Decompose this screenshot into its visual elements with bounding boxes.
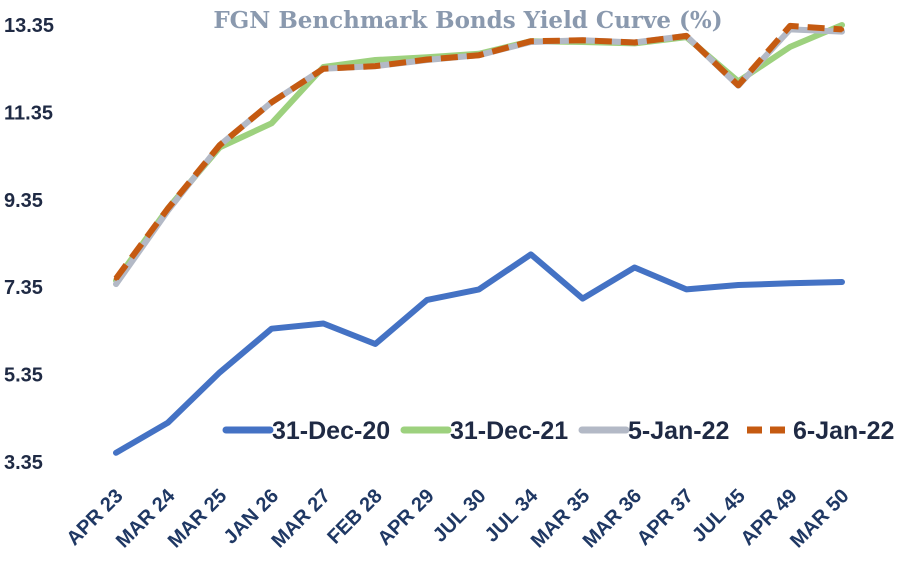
data-point	[165, 206, 171, 211]
data-point	[476, 53, 482, 58]
data-point	[580, 38, 585, 43]
series-31-Dec-20	[113, 251, 845, 456]
data-point	[839, 27, 845, 32]
legend-item: 31-Dec-21	[400, 417, 568, 445]
data-point	[632, 265, 637, 270]
y-tick-label: 7.35	[4, 277, 43, 299]
data-point	[373, 57, 378, 63]
legend-item: 31-Dec-20	[222, 417, 390, 445]
chart-title: FGN Benchmark Bonds Yield Curve (%)	[213, 7, 722, 34]
data-point	[528, 252, 534, 257]
data-point	[321, 66, 326, 71]
x-tick-label: APR 29	[374, 485, 439, 550]
y-tick-label: 11.35	[4, 102, 53, 124]
data-point	[787, 44, 793, 50]
legend-label: 31-Dec-20	[272, 417, 390, 445]
data-point	[217, 143, 222, 148]
data-point	[217, 370, 222, 375]
series-5-Jan-22	[113, 26, 845, 288]
data-point	[736, 83, 741, 88]
y-tick-label: 9.35	[4, 190, 43, 212]
series-line	[113, 22, 843, 281]
series-line	[113, 26, 845, 288]
data-point	[839, 22, 845, 28]
legend-label: 5-Jan-22	[628, 417, 729, 445]
data-point	[269, 100, 274, 105]
data-point	[476, 287, 482, 292]
data-point	[269, 326, 274, 331]
x-tick-label: APR 37	[633, 485, 698, 550]
data-point	[113, 276, 119, 281]
data-point	[321, 321, 326, 326]
data-point	[787, 281, 793, 286]
data-point	[269, 121, 274, 126]
data-point	[839, 279, 845, 285]
y-tick-label: 5.35	[4, 365, 43, 387]
data-point	[113, 281, 119, 287]
data-point	[528, 39, 534, 44]
data-point	[684, 287, 689, 292]
data-point	[373, 63, 378, 69]
data-point	[736, 282, 741, 288]
legend-label: 6-Jan-22	[793, 417, 894, 445]
data-point	[424, 297, 430, 303]
data-point	[373, 341, 378, 347]
x-tick-label: JUL 30	[429, 485, 491, 547]
data-point	[113, 450, 119, 455]
data-point	[165, 420, 171, 425]
series-line	[113, 22, 845, 284]
y-tick-label: 3.35	[4, 452, 43, 474]
legend-label: 31-Dec-21	[450, 417, 568, 445]
data-point	[424, 57, 430, 62]
data-point	[632, 40, 637, 45]
series-lines	[113, 22, 845, 456]
series-6-Jan-22	[113, 22, 845, 281]
y-tick-label: 13.35	[4, 15, 54, 37]
legend-item: 6-Jan-22	[747, 417, 894, 445]
data-point	[684, 33, 689, 39]
data-point	[787, 23, 793, 29]
legend-item: 5-Jan-22	[578, 417, 729, 445]
y-axis: 3.35 5.35 7.35 9.35 11.35 13.35	[4, 15, 54, 474]
series-31-Dec-21	[113, 22, 845, 284]
data-point	[580, 296, 585, 301]
legend: 31-Dec-20 31-Dec-21 5-Jan-22 6-Jan-22	[222, 417, 894, 445]
